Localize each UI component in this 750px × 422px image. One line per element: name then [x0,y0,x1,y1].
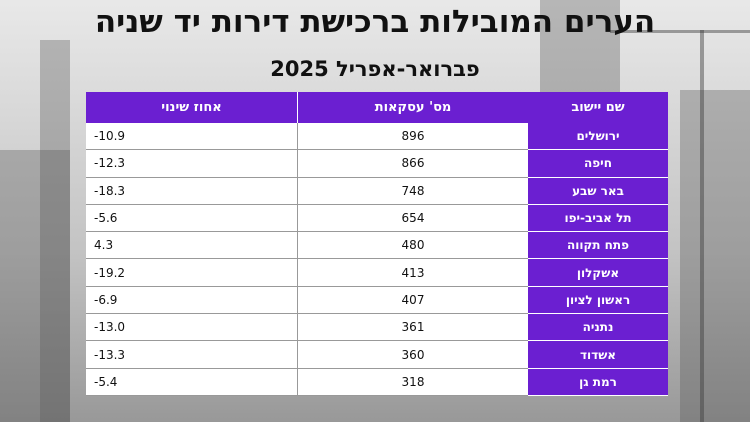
cell-change: -5.4 [86,368,297,396]
cell-change: -10.9 [86,123,297,151]
cell-deals: 896 [297,123,528,151]
cell-change-value: -12.3 [94,156,126,171]
cell-change-value: -13.0 [94,320,126,335]
chart-title: הערים המובילות ברכישת דירות יד שניה [94,4,656,40]
cell-change-value: -19.2 [94,265,126,280]
cell-deals: 407 [297,286,528,315]
cell-change-value: -6.9 [94,292,118,307]
column-header-change: אחוז שינוי [161,100,222,115]
cell-change-value: 4.3 [94,238,114,253]
cell-deals: 748 [297,177,528,205]
cell-change: -13.3 [86,341,297,369]
cell-deals: 318 [297,368,528,396]
cell-change-value: -13.3 [94,347,126,362]
cell-city: רמת גן [528,368,668,396]
chart-subtitle: פברואר-אפריל 2025 [270,57,480,81]
cell-change-value: -10.9 [94,129,126,144]
cell-change: -13.0 [86,314,297,342]
table-row: תל אביב-יפו 654 -5.6 [86,204,668,233]
cell-change: 4.3 [86,232,297,260]
table-row: באר שבע 748 -18.3 [86,177,668,205]
cell-city: ירושלים [528,123,668,151]
data-table: שם יישוב מס' עסקאות אחוז שינוי ירושלים 89… [86,92,668,396]
table-row: אשדוד 360 -13.3 [86,341,668,369]
table-row: ירושלים 896 -10.9 [86,123,668,151]
cell-change: -19.2 [86,259,297,287]
cell-change-value: -5.4 [94,374,118,389]
cell-deals: 480 [297,232,528,260]
cell-deals: 360 [297,341,528,369]
table-header: שם יישוב מס' עסקאות אחוז שינוי [86,92,668,123]
cell-city: אשקלון [528,259,668,287]
cell-deals: 654 [297,204,528,233]
cell-city: פתח תקווה [528,232,668,260]
cell-change: -12.3 [86,150,297,178]
cell-city: תל אביב-יפו [528,204,668,233]
cell-deals: 413 [297,259,528,287]
cell-city: אשדוד [528,341,668,369]
cell-deals: 866 [297,150,528,178]
cell-city: ראשון לציון [528,286,668,315]
cell-change-value: -18.3 [94,183,126,198]
cell-change-value: -5.6 [94,211,118,226]
table-row: פתח תקווה 480 4.3 [86,232,668,260]
table-row: נתניה 361 -13.0 [86,314,668,342]
table-row: אשקלון 413 -19.2 [86,259,668,287]
cell-city: נתניה [528,314,668,342]
cell-change: -18.3 [86,177,297,205]
cell-deals: 361 [297,314,528,342]
table-body: ירושלים 896 -10.9 חיפה 866 -12.3 באר שבע 748 -18… [86,123,668,396]
cell-city: באר שבע [528,177,668,205]
table-row: ראשון לציון 407 -6.9 [86,286,668,315]
table-row: חיפה 866 -12.3 [86,150,668,178]
table-row: רמת גן 318 -5.4 [86,368,668,396]
cell-change: -6.9 [86,286,297,315]
column-header-deals: מס' עסקאות [297,92,528,123]
cell-change: -5.6 [86,204,297,233]
cell-city: חיפה [528,150,668,178]
column-header-city: שם יישוב [571,100,625,115]
